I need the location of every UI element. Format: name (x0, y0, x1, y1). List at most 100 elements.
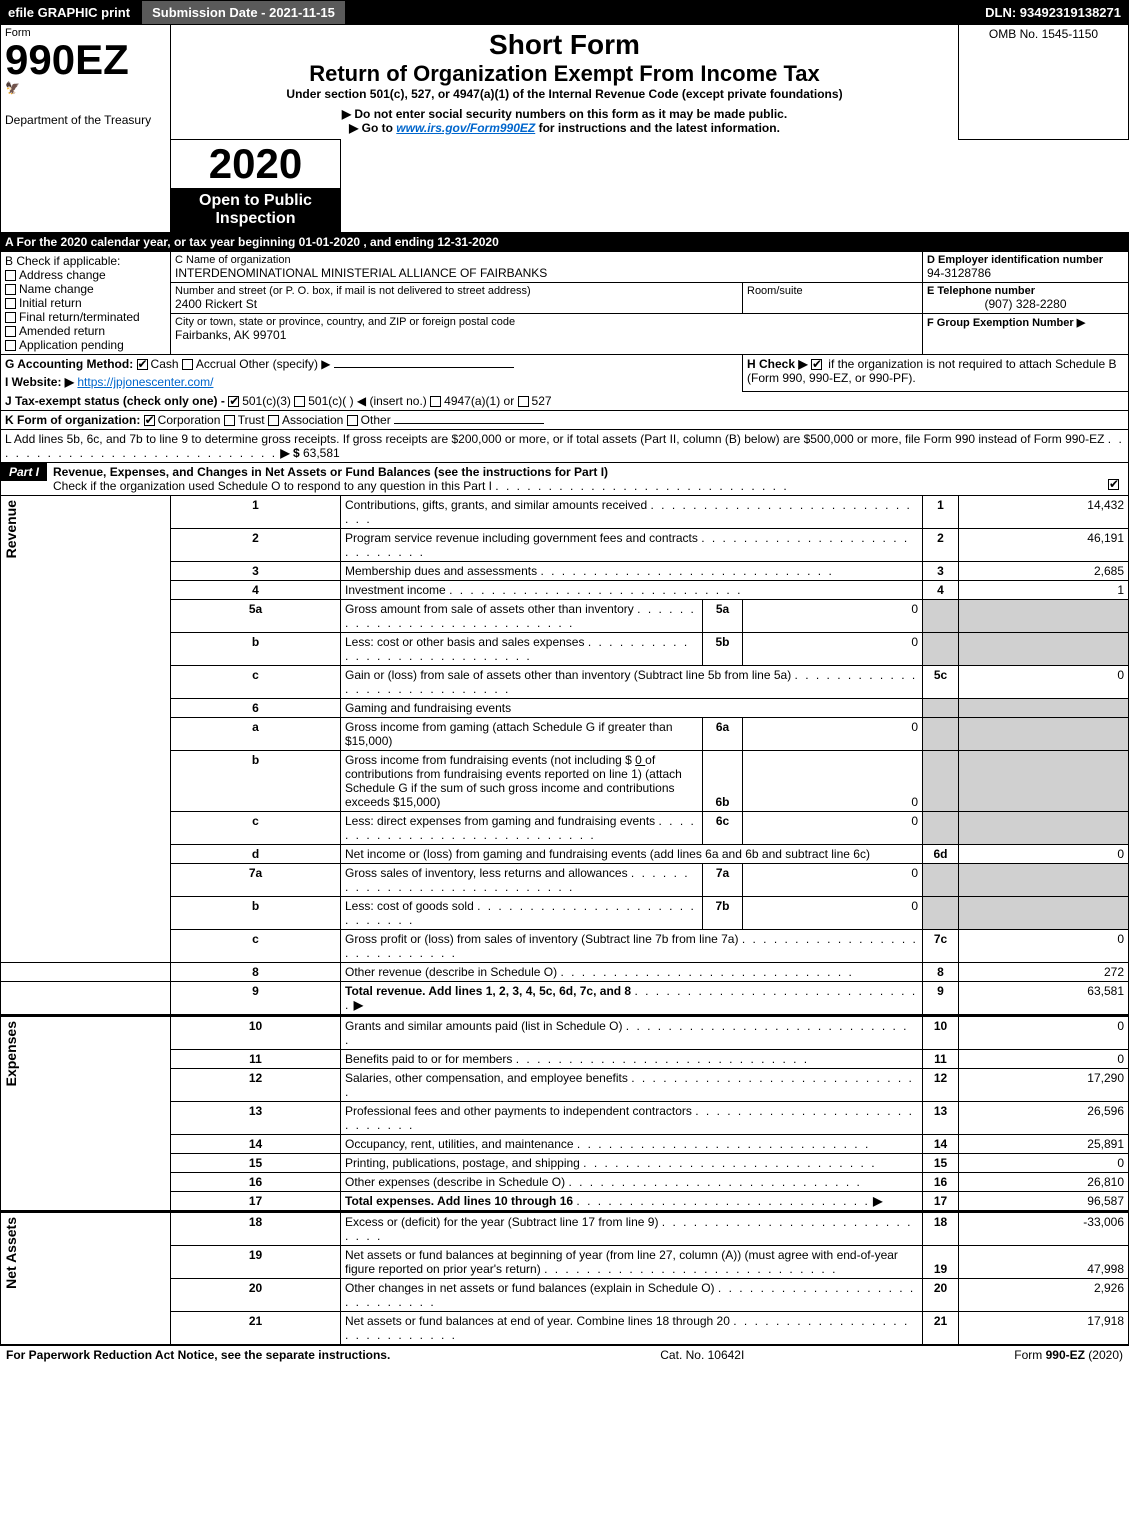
line-amt: 0 (959, 1049, 1129, 1068)
chk-j-501c[interactable] (294, 396, 305, 407)
line-amt: 0 (959, 929, 1129, 962)
form-instructions-link[interactable]: www.irs.gov/Form990EZ (396, 121, 535, 135)
box-b: B Check if applicable: Address change Na… (1, 252, 171, 355)
line-desc: Program service revenue including govern… (341, 528, 923, 561)
g-label: G Accounting Method: (5, 357, 133, 371)
line-num: 14 (171, 1134, 341, 1153)
line-box: 4 (923, 580, 959, 599)
chk-j-501c3[interactable] (228, 396, 239, 407)
website-link[interactable]: https://jpjonescenter.com/ (77, 375, 213, 389)
footer-left: For Paperwork Reduction Act Notice, see … (6, 1348, 390, 1362)
line-num: 18 (171, 1211, 341, 1245)
l-value: 63,581 (303, 446, 340, 460)
shade (923, 750, 959, 811)
line-desc: Membership dues and assessments (341, 561, 923, 580)
chk-name[interactable]: Name change (5, 282, 166, 296)
chk-k-corp[interactable] (144, 415, 155, 426)
line-num: 21 (171, 1311, 341, 1344)
open-to-public: Open to Public Inspection (171, 188, 340, 232)
line-box: 7c (923, 929, 959, 962)
line-num: 2 (171, 528, 341, 561)
line-box: 17 (923, 1191, 959, 1211)
line-num: 3 (171, 561, 341, 580)
chk-j-527[interactable] (518, 396, 529, 407)
line-box: 2 (923, 528, 959, 561)
chk-k-assoc[interactable] (268, 415, 279, 426)
f-cell: F Group Exemption Number ▶ (923, 314, 1129, 355)
line-num: 4 (171, 580, 341, 599)
line-num: 17 (171, 1191, 341, 1211)
line-num: 9 (171, 981, 341, 1015)
part1-label: Part I (1, 463, 47, 481)
line-num: 10 (171, 1015, 341, 1049)
line-desc: Excess or (deficit) for the year (Subtra… (341, 1211, 923, 1245)
line-box: 1 (923, 495, 959, 528)
phone-value: (907) 328-2280 (927, 297, 1124, 311)
chk-address[interactable]: Address change (5, 268, 166, 282)
line-box: 12 (923, 1068, 959, 1101)
line-num: d (171, 844, 341, 863)
line-desc: Printing, publications, postage, and shi… (341, 1153, 923, 1172)
header-left: Form 990EZ 🦅 Department of the Treasury … (1, 25, 171, 233)
chk-pending[interactable]: Application pending (5, 338, 166, 352)
shade (923, 698, 959, 717)
shade (959, 717, 1129, 750)
chk-final[interactable]: Final return/terminated (5, 310, 166, 324)
vert-expenses: Expenses (1, 1015, 171, 1211)
chk-part1-o[interactable] (1108, 479, 1119, 490)
mid-box: 5a (703, 599, 743, 632)
line-amt: 1 (959, 580, 1129, 599)
mid-amt: 0 (743, 750, 923, 811)
line-desc: Salaries, other compensation, and employ… (341, 1068, 923, 1101)
line-num: 1 (171, 495, 341, 528)
line-num: b (171, 750, 341, 811)
chk-k-trust[interactable] (224, 415, 235, 426)
line-box: 15 (923, 1153, 959, 1172)
line-num: 13 (171, 1101, 341, 1134)
chk-initial[interactable]: Initial return (5, 296, 166, 310)
room-cell: Room/suite (743, 283, 923, 314)
line-desc: Professional fees and other payments to … (341, 1101, 923, 1134)
line-amt: 63,581 (959, 981, 1129, 1015)
header-right-bottom: 2020 Open to Public Inspection (171, 140, 341, 233)
chk-cash[interactable] (137, 359, 148, 370)
line-box: 11 (923, 1049, 959, 1068)
line-desc: Benefits paid to or for members (341, 1049, 923, 1068)
chk-amended[interactable]: Amended return (5, 324, 166, 338)
line-desc: Gain or (loss) from sale of assets other… (341, 665, 923, 698)
l-text: L Add lines 5b, 6c, and 7b to line 9 to … (5, 432, 1104, 446)
top-bar: efile GRAPHIC print Submission Date - 20… (0, 0, 1129, 24)
line-desc: Less: cost or other basis and sales expe… (341, 632, 703, 665)
line-amt: 2,926 (959, 1278, 1129, 1311)
shade (923, 599, 959, 632)
footer-mid: Cat. No. 10642I (660, 1348, 744, 1362)
goto-prefix: ▶ Go to (349, 121, 396, 135)
j-cell: J Tax-exempt status (check only one) - 5… (1, 391, 1129, 410)
chk-h[interactable] (811, 359, 822, 370)
line-box: 9 (923, 981, 959, 1015)
d-cell: D Employer identification number 94-3128… (923, 252, 1129, 283)
chk-k-other[interactable] (347, 415, 358, 426)
line-amt: 26,810 (959, 1172, 1129, 1191)
line-box: 3 (923, 561, 959, 580)
mid-box: 6c (703, 811, 743, 844)
shade (959, 750, 1129, 811)
dln-label: DLN: 93492319138271 (977, 5, 1129, 20)
line-num: 19 (171, 1245, 341, 1278)
line-amt: 17,918 (959, 1311, 1129, 1344)
line-num: c (171, 665, 341, 698)
mid-amt: 0 (743, 863, 923, 896)
line-amt: 2,685 (959, 561, 1129, 580)
shade (923, 863, 959, 896)
chk-accrual[interactable] (182, 359, 193, 370)
c-street-label: Number and street (or P. O. box, if mail… (175, 285, 738, 297)
submission-date: Submission Date - 2021-11-15 (142, 1, 345, 24)
chk-j-4947[interactable] (430, 396, 441, 407)
f-label: F Group Exemption Number ▶ (927, 316, 1124, 329)
treasury: Department of the Treasury (5, 113, 166, 127)
line-amt: 26,596 (959, 1101, 1129, 1134)
k-cell: K Form of organization: Corporation Trus… (1, 410, 1129, 429)
line-amt: 0 (959, 665, 1129, 698)
city-value: Fairbanks, AK 99701 (175, 328, 918, 342)
line-desc: Gross sales of inventory, less returns a… (341, 863, 703, 896)
